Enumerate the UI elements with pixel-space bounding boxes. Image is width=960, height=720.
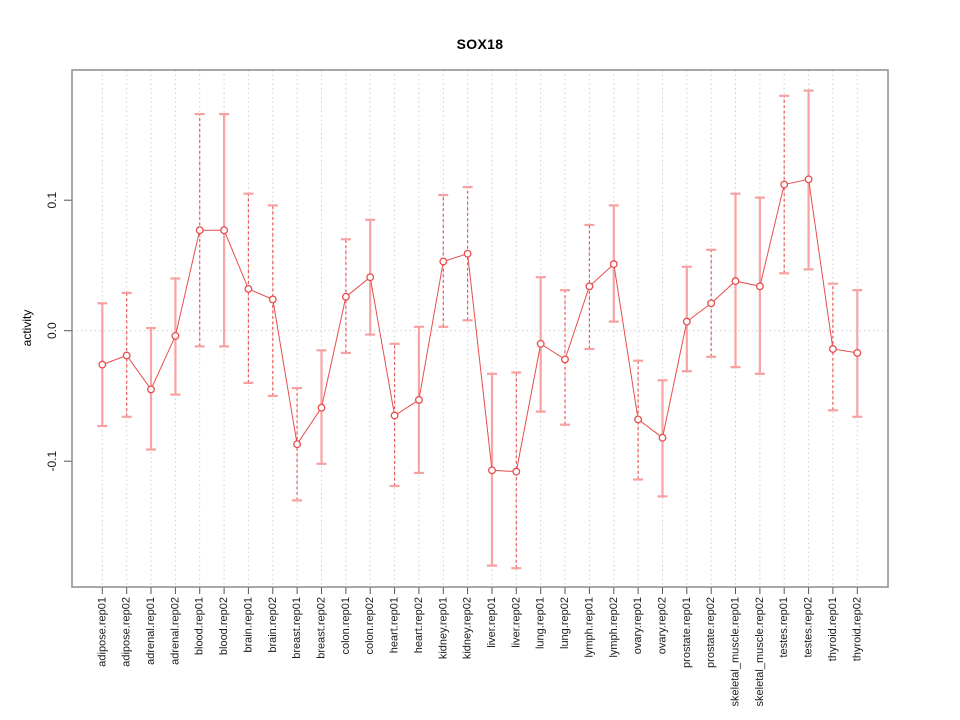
x-tick-label: ovary.rep01 <box>632 597 644 654</box>
data-point <box>220 226 229 235</box>
x-tick-label: adrenal.rep02 <box>169 597 181 665</box>
data-point <box>755 282 764 291</box>
x-tick-label: liver.rep02 <box>510 597 522 648</box>
data-point <box>804 175 813 184</box>
data-point <box>585 282 594 291</box>
data-point <box>244 284 253 293</box>
data-point <box>122 351 131 360</box>
series-line <box>102 178 858 473</box>
x-tick-label: thyroid.rep02 <box>851 597 863 661</box>
data-point <box>488 466 496 475</box>
data-point <box>293 440 302 449</box>
data-point <box>536 339 545 348</box>
chart-title: SOX18 <box>456 36 504 52</box>
data-point <box>195 226 204 235</box>
data-point <box>439 257 448 266</box>
data-point <box>341 292 350 301</box>
data-point <box>853 348 862 357</box>
x-tick-label: blood.rep01 <box>194 597 206 655</box>
data-point <box>731 277 740 286</box>
x-tick-label: heart.rep01 <box>389 597 401 653</box>
x-tick-label: prostate.rep02 <box>705 597 717 668</box>
data-point <box>171 331 180 340</box>
y-tick-label: 0.0 <box>45 322 59 339</box>
x-tick-label: testes.rep02 <box>803 597 815 658</box>
x-tick-label: ovary.rep02 <box>657 597 669 654</box>
x-tick-label: kidney.rep01 <box>437 597 449 659</box>
x-tick-label: prostate.rep01 <box>681 597 693 668</box>
x-tick-label: colon.rep01 <box>340 597 352 655</box>
data-point <box>390 411 399 420</box>
y-tick-label: 0.1 <box>45 192 59 209</box>
x-tick-label: lymph.rep01 <box>583 597 595 658</box>
x-tick-label: lung.rep01 <box>535 597 547 649</box>
data-point <box>658 433 667 442</box>
data-point <box>147 385 155 394</box>
x-tick-label: colon.rep02 <box>364 597 376 655</box>
data-point <box>682 317 691 326</box>
x-tick-label: lymph.rep02 <box>608 597 620 658</box>
data-point <box>366 273 375 282</box>
x-tick-label: skeletal_muscle.rep02 <box>754 597 766 706</box>
x-tick-label: adrenal.rep01 <box>145 597 157 665</box>
x-tick-label: brain.rep02 <box>267 597 279 653</box>
x-tick-label: adipose.rep01 <box>96 597 108 667</box>
x-tick-label: skeletal_muscle.rep01 <box>730 597 742 706</box>
x-tick-label: adipose.rep02 <box>121 597 133 667</box>
data-point <box>414 395 423 404</box>
plot-frame <box>71 69 889 588</box>
data-point <box>317 403 326 412</box>
data-point <box>609 260 618 269</box>
x-tick-label: thyroid.rep01 <box>827 597 839 661</box>
x-tick-label: breast.rep02 <box>316 597 328 659</box>
x-tick-label: kidney.rep02 <box>462 597 474 659</box>
y-tick-label: -0.1 <box>45 451 59 472</box>
data-point <box>561 355 569 364</box>
x-tick-label: lung.rep02 <box>559 597 571 649</box>
data-point <box>707 299 716 308</box>
data-point <box>512 467 521 476</box>
data-point <box>98 360 107 369</box>
x-tick-label: testes.rep01 <box>778 597 790 658</box>
x-tick-label: heart.rep02 <box>413 597 425 653</box>
data-point <box>268 295 277 304</box>
x-tick-label: liver.rep01 <box>486 597 498 648</box>
x-tick-label: blood.rep02 <box>218 597 230 655</box>
data-point <box>828 345 837 353</box>
x-tick-label: breast.rep01 <box>291 597 303 659</box>
data-point <box>634 415 643 424</box>
data-point <box>780 180 789 189</box>
x-tick-label: brain.rep01 <box>242 597 254 653</box>
data-point <box>463 249 472 258</box>
